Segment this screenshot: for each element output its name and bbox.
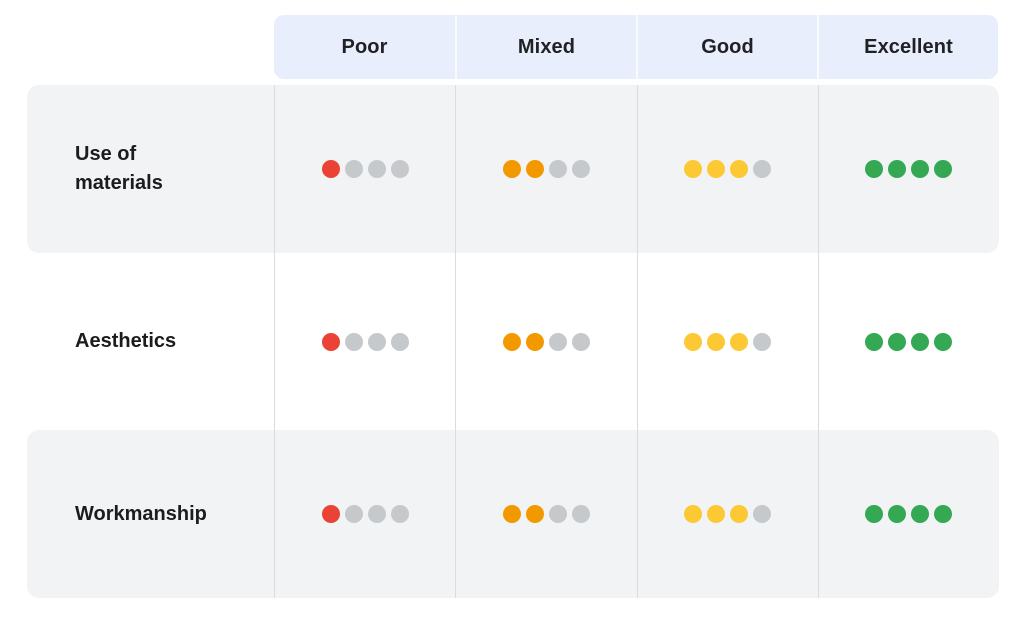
rating-cell-aesthetics-poor[interactable] [274,253,455,430]
rating-dot-empty [571,505,590,523]
rating-dot-empty [367,505,386,523]
rating-dots [502,505,590,523]
criteria-rows: Use of materials Aesthetics Workmanship [27,85,999,598]
row-label: Aesthetics [75,330,177,352]
rating-dot-filled [707,332,726,351]
column-header-poor: Poor [274,15,455,79]
column-header-label: Poor [341,35,388,58]
rating-dot-filled [934,332,953,351]
rating-dot-filled [911,332,930,351]
rating-cell-workmanship-mixed[interactable] [455,430,636,598]
row-label: Workmanship [75,502,207,525]
rating-dot-filled [888,505,907,523]
rating-dot-filled [865,505,884,523]
rating-dot-empty [571,160,590,178]
rating-dot-empty [344,505,363,523]
rating-dot-filled [502,332,521,351]
rating-dot-empty [344,160,363,178]
rating-cell-use-of-materials-excellent[interactable] [817,85,999,253]
rating-cell-use-of-materials-good[interactable] [636,85,818,253]
rating-dot-empty [548,332,567,351]
rating-dot-empty [753,505,772,523]
rating-cell-use-of-materials-mixed[interactable] [455,85,636,253]
rating-cell-use-of-materials-poor[interactable] [274,85,455,253]
rating-dots [684,160,772,178]
rating-dot-filled [888,160,907,178]
column-header-excellent: Excellent [817,15,998,79]
rating-dot-empty [548,160,567,178]
row-label-cell: Workmanship [27,430,274,598]
column-header-mixed: Mixed [455,15,636,79]
rating-dot-filled [934,505,953,523]
rating-dot-filled [525,160,544,178]
rating-cell-workmanship-excellent[interactable] [817,430,999,598]
rating-dot-empty [344,332,363,351]
rating-dot-filled [730,160,749,178]
rating-dots [684,505,772,523]
rating-dot-filled [730,332,749,351]
rating-cell-aesthetics-excellent[interactable] [817,253,999,430]
rating-dot-filled [888,332,907,351]
row-label: Use of materials [75,143,163,194]
rating-dots [321,505,409,523]
rating-dot-filled [865,160,884,178]
criterion-row-workmanship: Workmanship [27,430,999,598]
column-header-label: Mixed [517,35,576,58]
rating-dots [502,332,590,351]
column-header-good: Good [636,15,817,79]
rating-dot-filled [502,505,521,523]
rating-dot-filled [684,160,703,178]
column-header-label: Excellent [864,35,953,58]
rating-dot-filled [321,332,340,351]
criterion-row-use-of-materials: Use of materials [27,85,999,253]
rating-dot-filled [525,332,544,351]
rating-dot-filled [911,505,930,523]
rating-dots [865,160,953,178]
criterion-row-aesthetics: Aesthetics [27,253,999,430]
rating-dot-filled [321,505,340,523]
rating-dot-empty [571,332,590,351]
rating-dot-filled [865,332,884,351]
rating-cell-aesthetics-mixed[interactable] [455,253,636,430]
rating-dots [321,332,409,351]
rating-dot-filled [502,160,521,178]
rating-cell-workmanship-poor[interactable] [274,430,455,598]
rating-dot-empty [548,505,567,523]
column-header-label: Good [701,35,754,58]
rating-dot-empty [367,160,386,178]
row-label-cell: Aesthetics [27,253,274,430]
rating-dot-filled [525,505,544,523]
rating-dot-filled [730,505,749,523]
rating-cell-aesthetics-good[interactable] [636,253,818,430]
rating-dots [321,160,409,178]
rating-dot-filled [321,160,340,178]
rating-dot-empty [390,332,409,351]
rating-dot-filled [684,332,703,351]
rating-dots [865,505,953,523]
rating-dot-filled [934,160,953,178]
rating-dot-filled [707,160,726,178]
rating-dots [502,160,590,178]
row-label-cell: Use of materials [27,85,274,253]
rating-dot-filled [684,505,703,523]
rating-dot-filled [911,160,930,178]
rating-dot-empty [367,332,386,351]
rating-dot-empty [753,332,772,351]
rating-cell-workmanship-good[interactable] [636,430,818,598]
rating-dots [865,332,953,351]
rating-dot-empty [753,160,772,178]
rating-dot-empty [390,505,409,523]
rating-dot-filled [707,505,726,523]
rating-dots [684,332,772,351]
rating-header-row: Poor Mixed Good Excellent [274,15,998,79]
rating-dot-empty [390,160,409,178]
